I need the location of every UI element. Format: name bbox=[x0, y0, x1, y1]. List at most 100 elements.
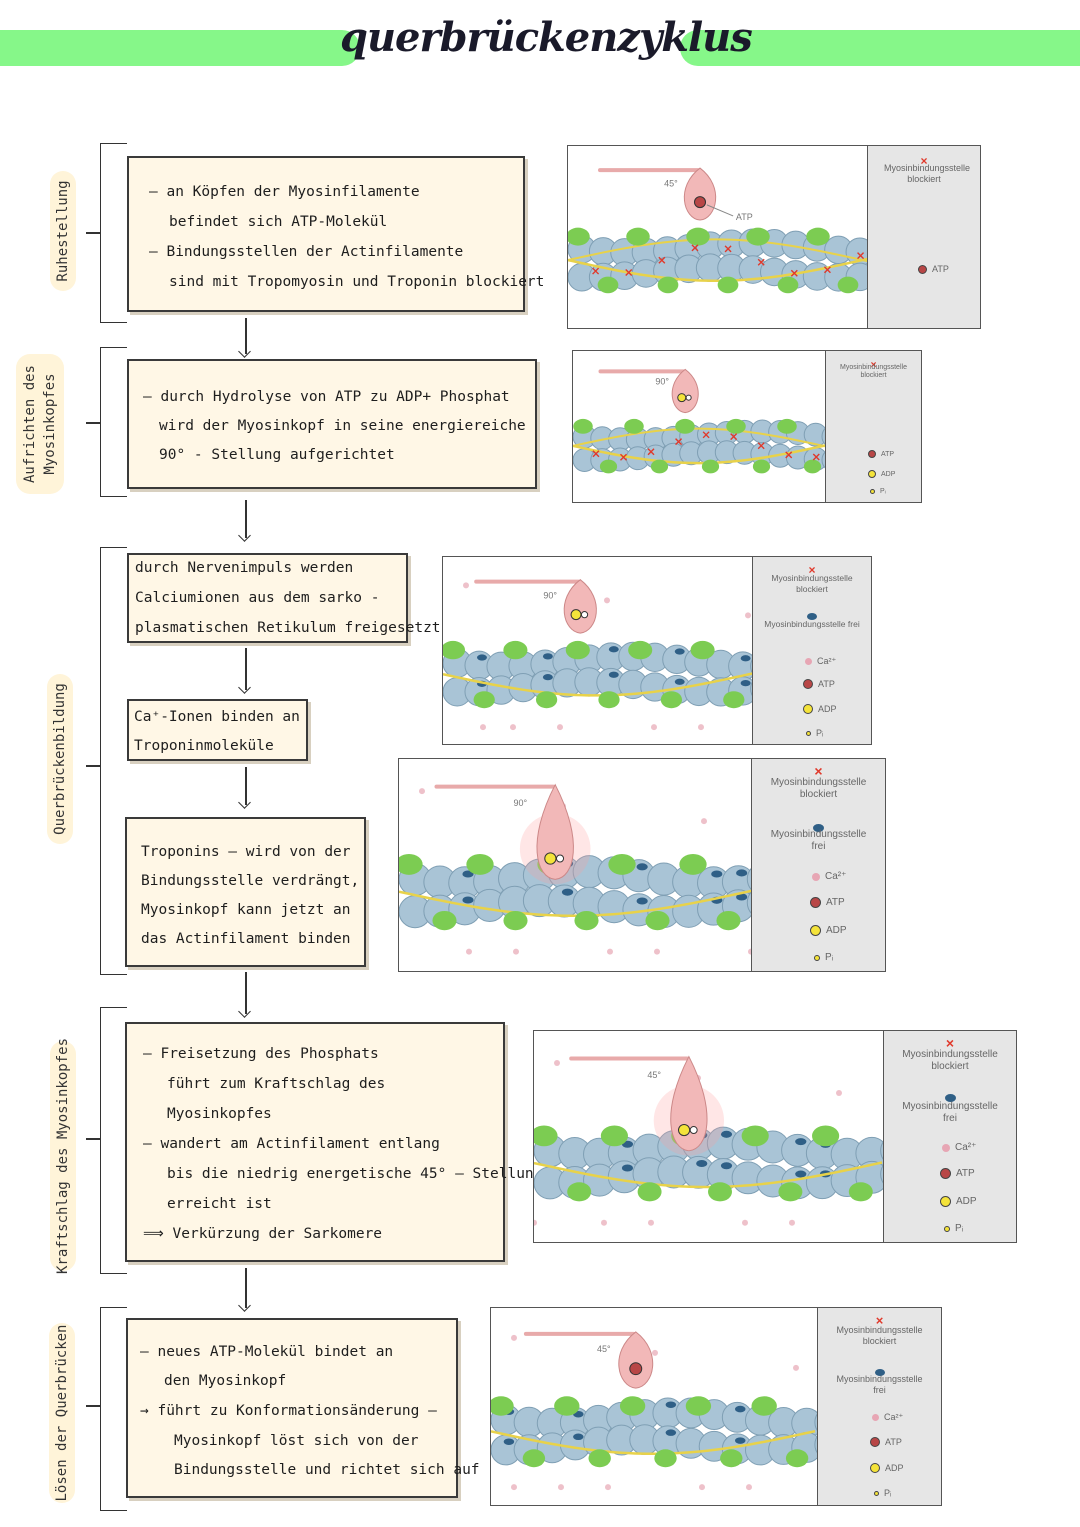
binding-site-icon bbox=[874, 1369, 885, 1376]
troponin-icon bbox=[568, 227, 590, 246]
angle-label: 90° bbox=[543, 591, 557, 601]
troponin-icon bbox=[491, 1396, 514, 1416]
legend-free: Myosinbindungsstelle frei bbox=[836, 1374, 923, 1395]
bracket-kraftschlag bbox=[100, 1007, 127, 1274]
legend-p-label: Pᵢ bbox=[816, 728, 824, 738]
tropomyosin-strand bbox=[534, 1161, 883, 1189]
blocked-x-icon: × bbox=[875, 1313, 884, 1328]
adp-dot-icon bbox=[677, 1123, 691, 1137]
troponin-icon bbox=[567, 1182, 592, 1202]
phase-label-querbrueckenbildung: Querbrückenbildung bbox=[47, 674, 73, 844]
binding-site-icon bbox=[636, 863, 648, 871]
p-dot-icon bbox=[944, 1225, 950, 1232]
legend-ca: Ca²⁺ bbox=[812, 871, 846, 882]
tropomyosin-strand bbox=[568, 238, 868, 263]
myosin-tail bbox=[523, 1331, 636, 1336]
troponin-icon bbox=[726, 418, 746, 434]
phase-label-kraftschlag: Kraftschlag des Myosinkopfes bbox=[50, 1038, 76, 1274]
ca-dot-icon bbox=[812, 872, 820, 881]
adp-dot-icon bbox=[940, 1196, 951, 1207]
legend-blocked: Myosinbindungsstelle blockiert bbox=[902, 1049, 998, 1072]
binding-site-icon bbox=[542, 653, 553, 660]
calcium-ion-icon bbox=[511, 1334, 517, 1341]
phase-label-loesen: Lösen der Querbrücken bbox=[49, 1323, 75, 1503]
p-dot-icon bbox=[814, 954, 820, 961]
blocked-x-icon bbox=[658, 256, 666, 264]
bracket-tick bbox=[86, 1138, 100, 1140]
troponin-icon bbox=[701, 459, 720, 474]
calcium-ion-icon bbox=[648, 1219, 654, 1226]
troponin-icon bbox=[741, 1125, 769, 1147]
calcium-ion-icon bbox=[742, 1219, 748, 1226]
blocked-x-icon bbox=[790, 269, 798, 277]
tropomyosin-strand bbox=[491, 1429, 816, 1456]
troponin-icon bbox=[778, 1182, 803, 1202]
legend-p-label: Pᵢ bbox=[880, 488, 886, 495]
troponin-icon bbox=[645, 910, 670, 931]
troponin-icon bbox=[473, 691, 495, 709]
troponin-icon bbox=[716, 910, 741, 931]
illustration-ruhestellung: 45° ATP × Myosinbindungsstelle blockiert … bbox=[567, 145, 981, 329]
atp-dot-icon bbox=[629, 1362, 643, 1376]
legend-free: Myosinbindungsstelle frei bbox=[902, 1101, 998, 1124]
tropomyosin-strand bbox=[573, 444, 826, 465]
binding-site-icon bbox=[462, 896, 474, 904]
binding-site-icon bbox=[477, 654, 487, 661]
adp-dot-icon bbox=[677, 393, 687, 403]
troponin-icon bbox=[679, 853, 707, 875]
calcium-ion-icon bbox=[699, 1484, 705, 1491]
troponin-icon bbox=[637, 1182, 662, 1202]
ca-dot-icon bbox=[872, 1414, 879, 1421]
legend-adp-label: ADP bbox=[885, 1463, 904, 1473]
troponin-icon bbox=[806, 227, 830, 246]
legend-ca-label: Ca²⁺ bbox=[817, 656, 837, 666]
atp-dot-icon bbox=[918, 264, 927, 274]
legend-p: Pᵢ bbox=[874, 1488, 891, 1498]
legend-ca: Ca²⁺ bbox=[872, 1412, 903, 1423]
calcium-ion-icon bbox=[557, 724, 563, 731]
p-dot-icon bbox=[689, 1126, 698, 1135]
text-line: – Bindungsstellen der Actinfilamente bbox=[149, 244, 464, 260]
legend-atp: ATP bbox=[868, 450, 894, 458]
troponin-icon bbox=[399, 853, 423, 875]
calcium-ion-icon bbox=[651, 724, 657, 731]
filament-scene: 90° bbox=[443, 579, 755, 731]
binding-site-icon bbox=[665, 1429, 677, 1436]
legend-adp: ADP bbox=[868, 470, 895, 478]
text-line: erreicht ist bbox=[167, 1196, 272, 1212]
phase-label-text: Lösen der Querbrücken bbox=[54, 1324, 70, 1502]
blocked-x-icon: × bbox=[945, 1035, 955, 1051]
phase-label-text: Myosinkopfes bbox=[42, 373, 58, 475]
myosin-head-icon bbox=[670, 1055, 708, 1152]
calcium-ion-icon bbox=[605, 1484, 611, 1491]
legend-atp: ATP bbox=[940, 1168, 975, 1179]
ca-dot-icon bbox=[942, 1143, 950, 1152]
troponin-icon bbox=[746, 227, 770, 246]
angle-label: 45° bbox=[664, 178, 678, 188]
adp-dot-icon bbox=[870, 1463, 880, 1473]
blocked-x-icon bbox=[857, 252, 865, 260]
troponin-icon bbox=[624, 418, 644, 434]
calcium-ion-icon bbox=[466, 948, 472, 955]
legend-atp-label: ATP bbox=[956, 1168, 975, 1179]
troponin-icon bbox=[685, 1396, 712, 1416]
atp-dot-icon bbox=[803, 679, 813, 689]
blocked-x-icon bbox=[812, 453, 820, 461]
text-line: Ca⁺-Ionen binden an bbox=[134, 709, 300, 725]
calcium-ion-icon bbox=[513, 948, 519, 955]
filament-scene: 45° bbox=[534, 1055, 886, 1226]
blocked-x-icon bbox=[785, 451, 793, 459]
bracket-aufrichten bbox=[100, 347, 127, 497]
phase-label-aufrichten: Aufrichten des Myosinkopfes bbox=[16, 354, 64, 494]
legend-atp: ATP bbox=[918, 264, 949, 274]
text-line: den Myosinkopf bbox=[164, 1373, 287, 1389]
myosin-tail bbox=[569, 1056, 689, 1061]
text-line: das Actinfilament binden bbox=[141, 931, 351, 947]
binding-site-icon bbox=[795, 1138, 807, 1146]
text-line: wird der Myosinkopf in seine energiereic… bbox=[159, 418, 526, 434]
bracket-ruhestellung bbox=[100, 143, 127, 323]
troponin-icon bbox=[848, 1182, 873, 1202]
troponin-icon bbox=[574, 910, 599, 931]
binding-site-icon bbox=[608, 646, 619, 653]
troponin-icon bbox=[751, 1396, 777, 1416]
